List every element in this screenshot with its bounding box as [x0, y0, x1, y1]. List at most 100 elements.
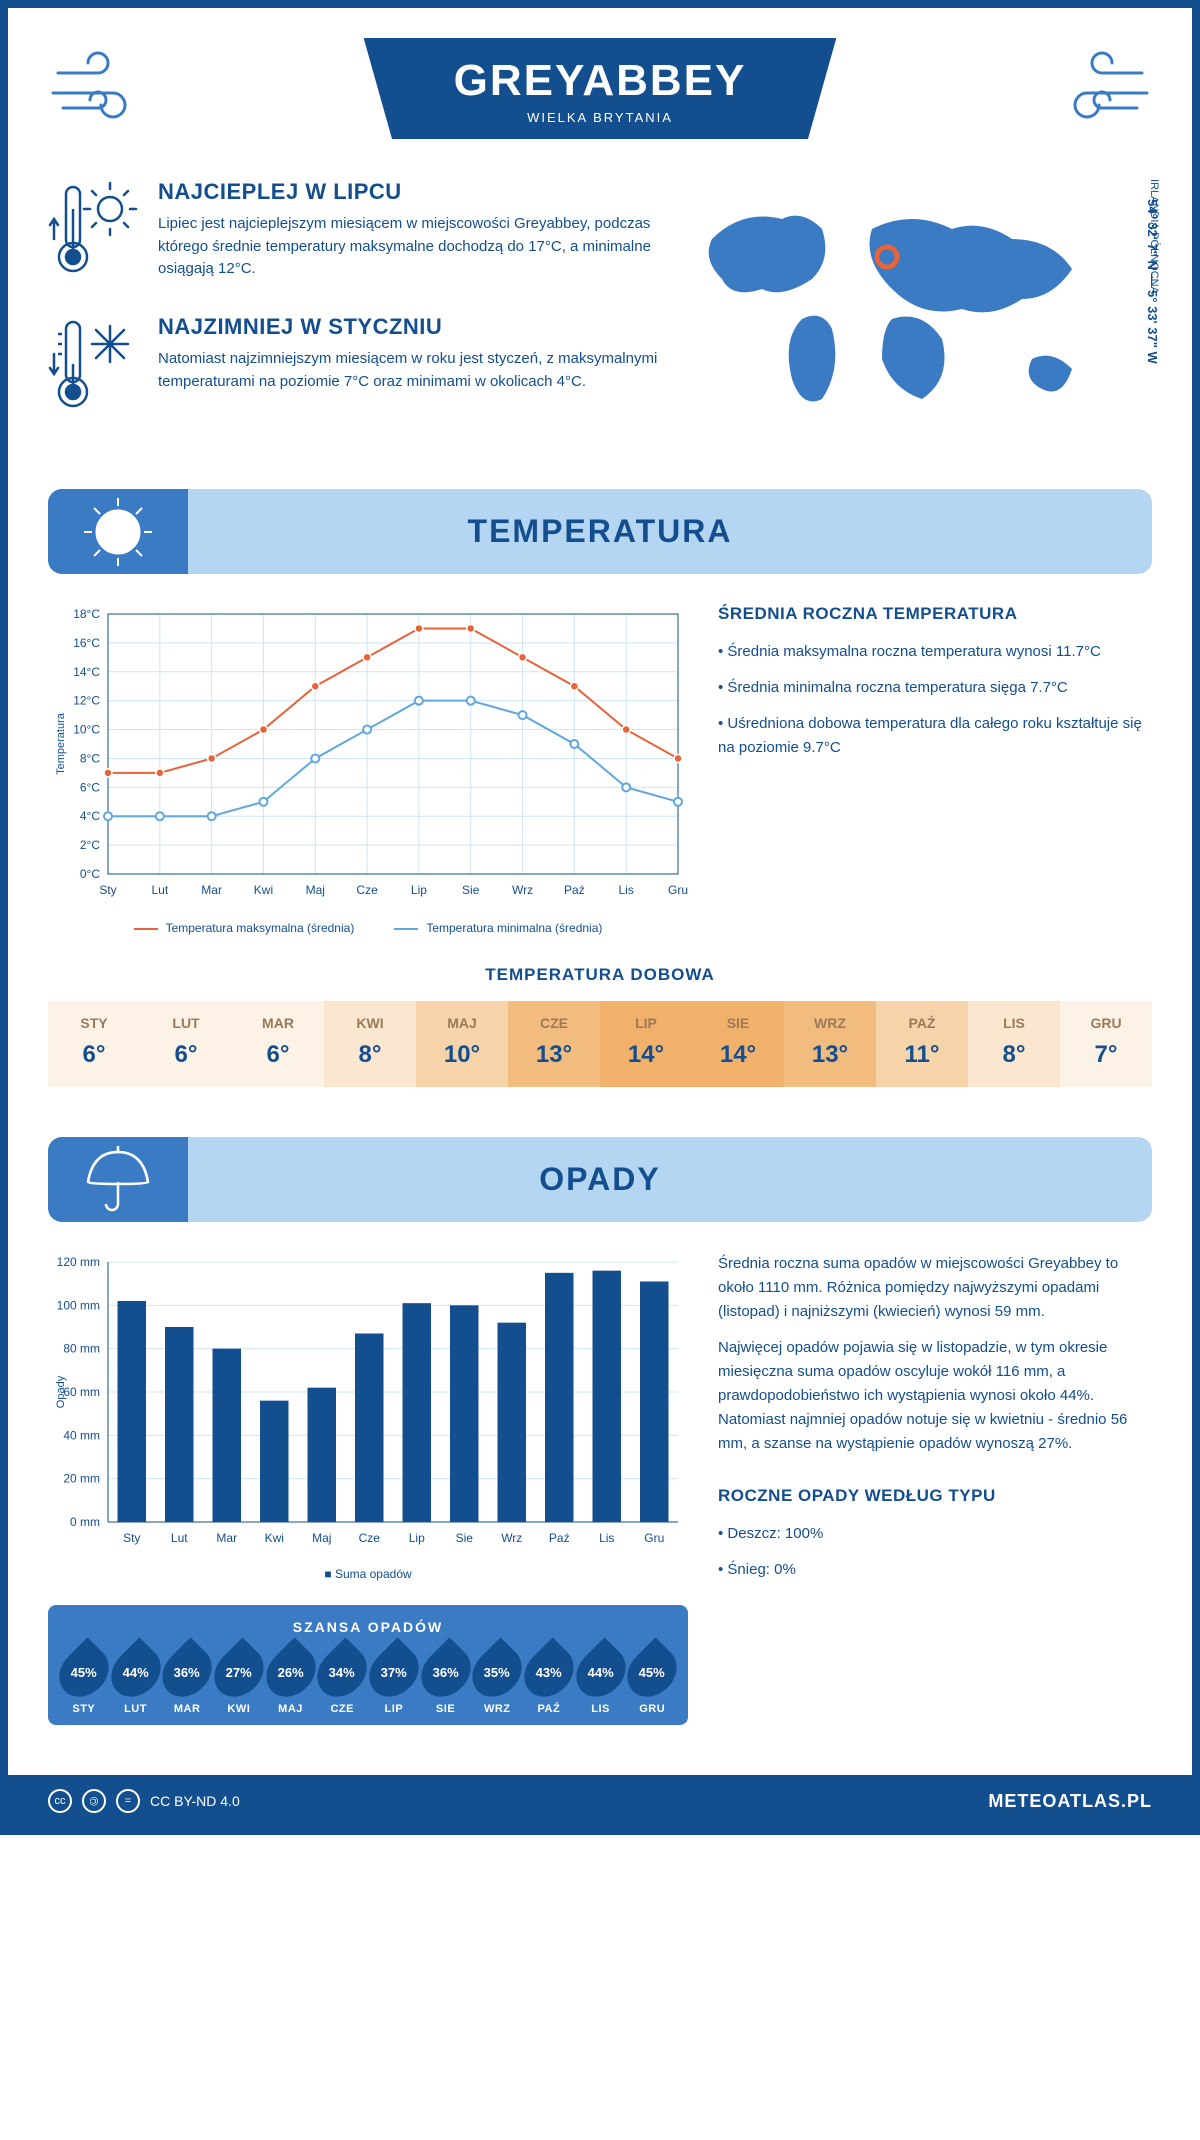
svg-text:Sie: Sie	[456, 1531, 474, 1545]
daily-temp-cell: CZE13°	[508, 1001, 600, 1087]
daily-temp-strip: STY6°LUT6°MAR6°KWI8°MAJ10°CZE13°LIP14°SI…	[48, 1001, 1152, 1087]
svg-text:Gru: Gru	[644, 1531, 664, 1545]
svg-text:16°C: 16°C	[73, 636, 100, 650]
page: GREYABBEY WIELKA BRYTANIA NAJCIEPLEJ W L…	[0, 0, 1200, 1835]
wind-icon	[1042, 48, 1152, 133]
svg-text:60 mm: 60 mm	[63, 1385, 100, 1399]
svg-text:Sie: Sie	[462, 883, 480, 897]
precipitation-summary: Średnia roczna suma opadów w miejscowośc…	[718, 1252, 1152, 1594]
rain-chance-cell: 36%MAR	[161, 1645, 213, 1715]
svg-text:Maj: Maj	[312, 1531, 331, 1545]
rain-chance-box: SZANSA OPADÓW 45%STY44%LUT36%MAR27%KWI26…	[48, 1605, 688, 1725]
daily-temp-cell: LIP14°	[600, 1001, 692, 1087]
coldest-title: NAJZIMNIEJ W STYCZNIU	[158, 314, 662, 340]
svg-text:2°C: 2°C	[80, 838, 100, 852]
svg-text:14°C: 14°C	[73, 665, 100, 679]
temperature-chart: 0°C2°C4°C6°C8°C10°C12°C14°C16°C18°CStyLu…	[48, 604, 688, 904]
rain-chance-cell: 44%LIS	[575, 1645, 627, 1715]
daily-temp-title: TEMPERATURA DOBOWA	[48, 965, 1152, 985]
svg-text:6°C: 6°C	[80, 780, 100, 794]
thermometer-snow-icon	[48, 314, 138, 419]
rain-chance-cell: 37%LIP	[368, 1645, 420, 1715]
daily-temp-cell: MAR6°	[232, 1001, 324, 1087]
precipitation-legend: Suma opadów	[48, 1567, 688, 1581]
precip-text: Najwięcej opadów pojawia się w listopadz…	[718, 1336, 1152, 1456]
umbrella-icon	[48, 1137, 188, 1222]
rain-chance-cell: 35%WRZ	[471, 1645, 523, 1715]
annual-temp-title: ŚREDNIA ROCZNA TEMPERATURA	[718, 604, 1152, 624]
svg-text:Lis: Lis	[619, 883, 634, 897]
svg-text:Paź: Paź	[564, 883, 585, 897]
temperature-summary: ŚREDNIA ROCZNA TEMPERATURA Średnia maksy…	[718, 604, 1152, 935]
rain-chance-cell: 27%KWI	[213, 1645, 265, 1715]
thermometer-sun-icon	[48, 179, 138, 284]
legend-min: Temperatura minimalna (średnia)	[394, 921, 602, 935]
precipitation-chart: 0 mm20 mm40 mm60 mm80 mm100 mm120 mmStyL…	[48, 1252, 688, 1552]
svg-text:Cze: Cze	[356, 883, 378, 897]
annual-temp-bullet: Uśredniona dobowa temperatura dla całego…	[718, 712, 1152, 760]
coldest-block: NAJZIMNIEJ W STYCZNIU Natomiast najzimni…	[48, 314, 662, 419]
rain-chance-cell: 26%MAJ	[265, 1645, 317, 1715]
daily-temp-cell: SIE14°	[692, 1001, 784, 1087]
svg-text:0 mm: 0 mm	[70, 1515, 100, 1529]
svg-text:Temperatura: Temperatura	[55, 712, 67, 775]
svg-text:Lis: Lis	[599, 1531, 614, 1545]
temperature-legend: Temperatura maksymalna (średnia) Tempera…	[48, 921, 688, 935]
precip-type-title: ROCZNE OPADY WEDŁUG TYPU	[718, 1486, 1152, 1506]
svg-text:10°C: 10°C	[73, 723, 100, 737]
svg-text:18°C: 18°C	[73, 607, 100, 621]
svg-text:Lip: Lip	[409, 1531, 425, 1545]
annual-temp-bullet: Średnia maksymalna roczna temperatura wy…	[718, 640, 1152, 664]
svg-text:Lut: Lut	[151, 883, 168, 897]
daily-temp-cell: WRZ13°	[784, 1001, 876, 1087]
hottest-title: NAJCIEPLEJ W LIPCU	[158, 179, 662, 205]
annual-temp-bullet: Średnia minimalna roczna temperatura się…	[718, 676, 1152, 700]
summary-row: NAJCIEPLEJ W LIPCU Lipiec jest najcieple…	[48, 179, 1152, 449]
daily-temp-cell: LUT6°	[140, 1001, 232, 1087]
world-map: IRLANDIA PÓŁNOCNA 54° 32' 7" N — 5° 33' …	[692, 179, 1152, 449]
rain-chance-cell: 34%CZE	[316, 1645, 368, 1715]
svg-text:Kwi: Kwi	[265, 1531, 284, 1545]
license-block: cc 🄯 = CC BY-ND 4.0	[48, 1789, 240, 1813]
daily-temp-cell: GRU7°	[1060, 1001, 1152, 1087]
rain-chance-cell: 44%LUT	[110, 1645, 162, 1715]
svg-text:Gru: Gru	[668, 883, 688, 897]
svg-text:20 mm: 20 mm	[63, 1472, 100, 1486]
hottest-block: NAJCIEPLEJ W LIPCU Lipiec jest najcieple…	[48, 179, 662, 284]
svg-text:Mar: Mar	[216, 1531, 237, 1545]
cc-icon: cc	[48, 1789, 72, 1813]
country-subtitle: WIELKA BRYTANIA	[454, 110, 747, 125]
svg-text:12°C: 12°C	[73, 694, 100, 708]
svg-text:Mar: Mar	[201, 883, 222, 897]
svg-text:40 mm: 40 mm	[63, 1428, 100, 1442]
location-title: GREYABBEY	[454, 56, 747, 106]
rain-chance-cell: 43%PAŹ	[523, 1645, 575, 1715]
svg-text:Sty: Sty	[99, 883, 116, 897]
temperature-heading: TEMPERATURA	[48, 513, 1152, 550]
precipitation-row: 0 mm20 mm40 mm60 mm80 mm100 mm120 mmStyL…	[48, 1252, 1152, 1725]
svg-text:Wrz: Wrz	[512, 883, 533, 897]
svg-text:Maj: Maj	[306, 883, 325, 897]
svg-text:80 mm: 80 mm	[63, 1342, 100, 1356]
svg-text:Lut: Lut	[171, 1531, 188, 1545]
temperature-section-banner: TEMPERATURA	[48, 489, 1152, 574]
sun-icon	[48, 489, 188, 574]
precip-text: Średnia roczna suma opadów w miejscowośc…	[718, 1252, 1152, 1324]
temperature-row: 0°C2°C4°C6°C8°C10°C12°C14°C16°C18°CStyLu…	[48, 604, 1152, 935]
svg-text:Cze: Cze	[359, 1531, 381, 1545]
rain-chance-title: SZANSA OPADÓW	[58, 1619, 678, 1635]
coldest-text: Natomiast najzimniejszym miesiącem w rok…	[158, 348, 662, 393]
rain-chance-cell: 45%STY	[58, 1645, 110, 1715]
hottest-text: Lipiec jest najcieplejszym miesiącem w m…	[158, 213, 662, 281]
svg-text:8°C: 8°C	[80, 751, 100, 765]
svg-text:Wrz: Wrz	[501, 1531, 522, 1545]
daily-temp-cell: LIS8°	[968, 1001, 1060, 1087]
svg-text:120 mm: 120 mm	[57, 1255, 100, 1269]
by-icon: 🄯	[82, 1789, 106, 1813]
precip-type-bullet: Deszcz: 100%	[718, 1522, 1152, 1546]
svg-text:Opady: Opady	[55, 1375, 67, 1408]
daily-temp-cell: MAJ10°	[416, 1001, 508, 1087]
daily-temp-cell: PAŹ11°	[876, 1001, 968, 1087]
svg-text:Kwi: Kwi	[254, 883, 273, 897]
daily-temp-cell: STY6°	[48, 1001, 140, 1087]
